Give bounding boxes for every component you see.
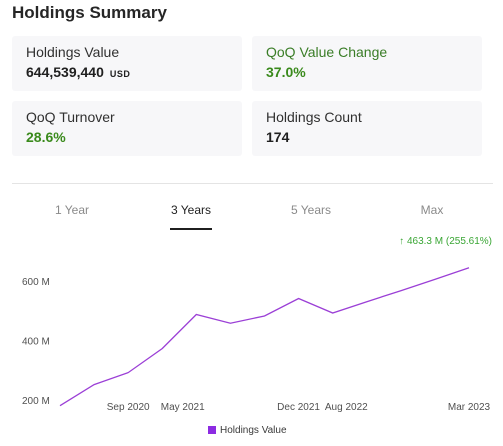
data-point[interactable] xyxy=(262,313,268,319)
qoq-value-change-label: QoQ Value Change xyxy=(266,44,388,60)
holdings-value-card: Holdings Value 644,539,440 USD xyxy=(12,36,242,91)
holdings-count-label: Holdings Count xyxy=(266,109,362,125)
qoq-turnover-card: QoQ Turnover 28.6% xyxy=(12,101,242,156)
data-point[interactable] xyxy=(296,295,302,301)
x-tick-label: Sep 2020 xyxy=(107,402,150,413)
active-tab-indicator xyxy=(170,228,212,230)
y-tick-label: 600 M xyxy=(22,277,50,288)
holdings-count-amount: 174 xyxy=(266,129,290,145)
legend-label: Holdings Value xyxy=(220,425,287,436)
qoq-turnover-label: QoQ Turnover xyxy=(26,109,115,125)
data-point[interactable] xyxy=(91,382,97,388)
value-change-indicator: ↑ 463.3 M (255.61%) xyxy=(399,236,492,247)
holdings-count-card: Holdings Count 174 xyxy=(252,101,482,156)
data-point[interactable] xyxy=(57,403,63,409)
data-point[interactable] xyxy=(398,288,404,294)
data-point[interactable] xyxy=(159,346,165,352)
data-point[interactable] xyxy=(193,312,199,318)
tab-1-year[interactable]: 1 Year xyxy=(54,203,90,217)
qoq-value-change-amount: 37.0% xyxy=(266,64,306,80)
tab-5-years[interactable]: 5 Years xyxy=(290,203,332,217)
section-divider xyxy=(12,183,493,184)
data-point[interactable] xyxy=(227,320,233,326)
holdings-value-label: Holdings Value xyxy=(26,44,120,60)
x-tick-label: Aug 2022 xyxy=(325,402,368,413)
x-tick-label: Mar 2023 xyxy=(448,402,491,413)
page-title: Holdings Summary xyxy=(12,3,167,22)
data-point[interactable] xyxy=(125,370,131,376)
y-tick-label: 200 M xyxy=(22,396,50,407)
holdings-value-unit: USD xyxy=(109,69,131,79)
holdings-value-number: 644,539,440 xyxy=(26,64,104,80)
x-tick-label: May 2021 xyxy=(161,402,205,413)
tab-3-years[interactable]: 3 Years xyxy=(170,203,212,217)
tab-max[interactable]: Max xyxy=(420,203,444,217)
y-tick-label: 400 M xyxy=(22,336,50,347)
data-point[interactable] xyxy=(364,299,370,305)
qoq-turnover-amount: 28.6% xyxy=(26,129,66,145)
series-line-holdings-value[interactable] xyxy=(59,267,470,407)
x-tick-label: Dec 2021 xyxy=(277,402,320,413)
data-point[interactable] xyxy=(432,276,438,282)
data-point[interactable] xyxy=(466,265,472,271)
legend-swatch xyxy=(208,426,216,434)
holdings-value-amount: 644,539,440 USD xyxy=(26,64,130,80)
holdings-value-chart: 200 M 400 M 600 M Sep 2020 May 2021 Dec 2021 A… xyxy=(22,265,491,413)
data-point[interactable] xyxy=(330,310,336,316)
qoq-value-change-card: QoQ Value Change 37.0% xyxy=(252,36,482,91)
chart-legend[interactable]: Holdings Value xyxy=(208,425,287,436)
